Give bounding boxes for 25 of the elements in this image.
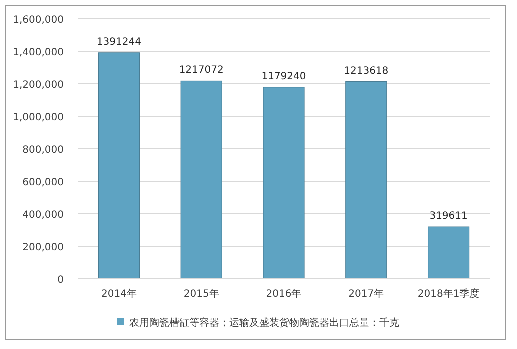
bar — [263, 87, 305, 280]
x-tick-label: 2015年 — [184, 288, 220, 300]
x-tick-label: 2017年 — [348, 288, 384, 300]
y-tick-label: 1,000,000 — [13, 112, 64, 124]
y-tick-label: 200,000 — [22, 242, 64, 254]
x-tick-label: 2016年 — [266, 288, 302, 300]
data-label: 1217072 — [179, 65, 224, 76]
data-label: 1179240 — [262, 71, 306, 82]
x-tick-label: 2018年1季度 — [418, 288, 480, 300]
data-label: 1213618 — [344, 66, 389, 77]
bar — [180, 80, 222, 280]
y-tick-label: 800,000 — [22, 145, 64, 156]
y-tick-label: 600,000 — [22, 178, 64, 188]
y-tick-label: 1,400,000 — [13, 48, 64, 58]
y-tick-label: 400,000 — [22, 210, 64, 221]
bar — [346, 81, 388, 280]
bar — [428, 226, 470, 280]
y-tick-label: 1,600,000 — [13, 15, 64, 26]
data-label: 1391244 — [96, 36, 142, 48]
x-tick-label: 2014年 — [101, 288, 137, 300]
bar — [98, 52, 140, 280]
data-label: 319611 — [430, 211, 468, 222]
y-tick-label: 0 — [58, 275, 64, 286]
legend-label: 农用陶瓷槽缸等容器；运输及盛装货物陶瓷器出口总量：千克 — [130, 317, 400, 329]
y-tick-label: 1,200,000 — [13, 80, 64, 91]
